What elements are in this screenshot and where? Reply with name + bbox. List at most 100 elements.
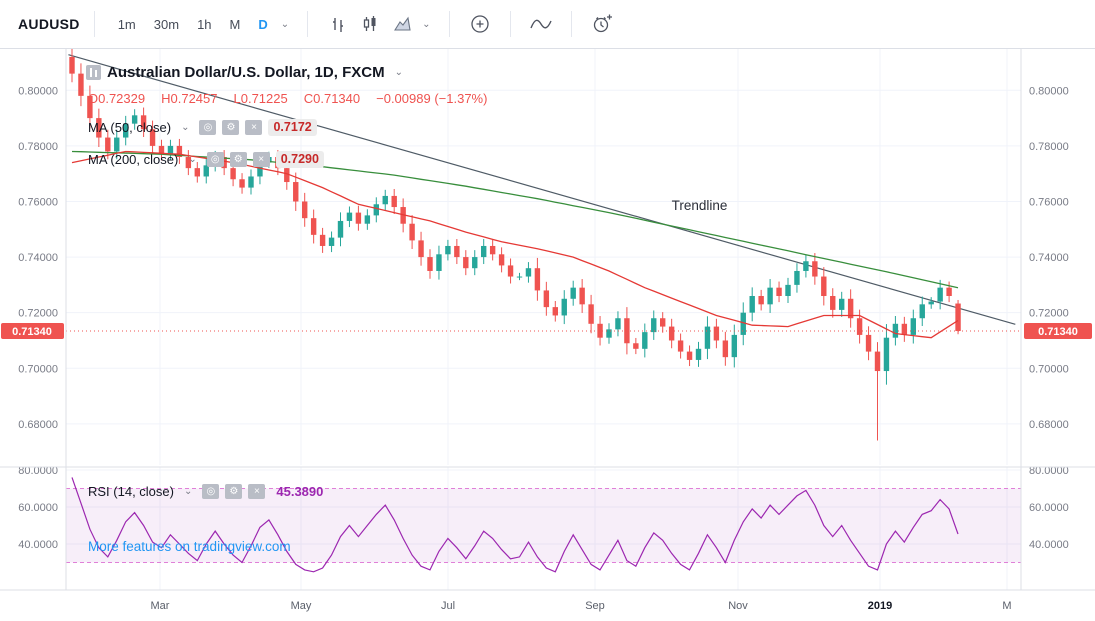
line-tool-button[interactable] (525, 8, 557, 40)
ma200-legend-row: MA (200, close) ⌄ ◎ ⚙ × 0.7290 (88, 151, 324, 168)
candle-body (418, 240, 424, 258)
time-axis-label: Jul (441, 600, 455, 612)
candle-body (364, 215, 371, 224)
candle-body (767, 287, 773, 305)
watermark-link[interactable]: More features on tradingview.com (88, 539, 291, 554)
candle-body (516, 276, 523, 278)
interval-button-30m[interactable]: 30m (153, 16, 180, 32)
alert-button[interactable] (586, 8, 618, 40)
candle-body (856, 318, 863, 335)
candle-body (149, 129, 156, 146)
ma200-close-icon[interactable]: × (252, 152, 270, 167)
candle-body (507, 265, 514, 277)
last-price-badge-right-label: 0.71340 (1038, 326, 1078, 338)
rsi-close-icon[interactable]: × (248, 484, 266, 499)
candle-body (328, 237, 335, 246)
compare-button[interactable] (464, 8, 496, 40)
candle-body (695, 348, 702, 360)
candle-body (123, 123, 129, 138)
candle-body (651, 318, 657, 333)
candle-body (543, 290, 550, 308)
candle-body (230, 168, 236, 180)
candle-body (489, 245, 496, 255)
close-value: C0.71340 (303, 91, 361, 106)
candle-body (865, 334, 872, 352)
candle-body (785, 284, 791, 296)
ma50-label: MA (50, close) (88, 120, 172, 135)
candle-body (445, 245, 451, 255)
candle-body (310, 218, 317, 235)
candle-body (570, 287, 576, 299)
series-legend-row[interactable]: Australian Dollar/U.S. Dollar, 1D, FXCM … (86, 64, 407, 81)
rsi-chevron-down-icon[interactable]: ⌄ (183, 486, 193, 497)
symbol-name[interactable]: AUDUSD (18, 16, 80, 32)
candle-body (892, 323, 899, 338)
candle-body (910, 318, 916, 335)
candle-body (731, 334, 737, 358)
price-axis-label-left: 0.74000 (18, 252, 58, 264)
interval-button-D[interactable]: D (258, 16, 268, 32)
bars-style-button[interactable] (322, 8, 354, 40)
compare-plus-icon (470, 15, 489, 33)
ma50-gear-icon[interactable]: ⚙ (222, 120, 240, 135)
candle-body (776, 287, 782, 296)
ma50-chevron-down-icon[interactable]: ⌄ (181, 122, 190, 133)
candle-body (606, 329, 612, 338)
price-axis-label-right: 0.76000 (1029, 196, 1069, 208)
candle-body (686, 351, 693, 360)
time-axis-label: May (291, 600, 312, 612)
candle-body (382, 195, 388, 205)
open-value: O0.72329 (88, 91, 146, 106)
price-axis-label-left: 0.68000 (18, 419, 58, 431)
candle-body (874, 351, 881, 372)
series-icon[interactable] (86, 65, 101, 80)
chart-canvas[interactable]: Trendline 0.71340 0.71340 0.80000 0.80000 0.7… (0, 48, 1095, 621)
interval-button-1h[interactable]: 1h (197, 16, 212, 32)
interval-button-M[interactable]: M (229, 16, 241, 32)
ma50-close-icon[interactable]: × (245, 120, 263, 135)
candle-body (427, 257, 433, 271)
candle-body (105, 137, 111, 152)
rsi-eye-icon[interactable]: ◎ (202, 484, 220, 499)
interval-chevron-down-icon[interactable]: ⌄ (280, 18, 290, 30)
ma200-label: MA (200, close) (88, 152, 179, 167)
candle-body (561, 298, 567, 316)
candle-body (668, 326, 675, 341)
toolbar-separator (307, 11, 309, 37)
interval-button-1m[interactable]: 1m (117, 16, 136, 32)
candle-body (758, 295, 764, 305)
candle-body (830, 295, 836, 310)
price-axis-label-right: 0.72000 (1029, 308, 1069, 320)
candles-style-button[interactable] (354, 8, 386, 40)
high-value: H0.72457 (161, 91, 218, 106)
price-axis-label-left: 0.80000 (18, 85, 58, 97)
rsi-gear-icon[interactable]: ⚙ (225, 484, 243, 499)
candle-body (472, 257, 478, 269)
price-axis-label-left: 0.78000 (18, 141, 58, 153)
top-toolbar: AUDUSD 1m 30m 1h M D ⌄ ⌄ (0, 0, 1095, 48)
ma200-eye-icon[interactable]: ◎ (206, 152, 224, 167)
wave-line-icon (529, 19, 552, 29)
candle-body (131, 115, 138, 124)
low-value: L0.71225 (233, 91, 288, 106)
area-style-button[interactable] (386, 8, 418, 40)
candle-body (203, 165, 209, 177)
candle-body (302, 201, 308, 219)
candle-body (436, 254, 442, 271)
price-axis-label-left: 0.76000 (18, 196, 58, 208)
candle-body (293, 182, 299, 202)
trendline[interactable] (68, 54, 1016, 325)
ma200-gear-icon[interactable]: ⚙ (229, 152, 247, 167)
rsi-axis-label-left: 40.0000 (18, 539, 58, 551)
title-chevron-down-icon[interactable]: ⌄ (394, 67, 403, 78)
chart-title[interactable]: Australian Dollar/U.S. Dollar, 1D, FXCM (107, 64, 385, 81)
candle-body (248, 176, 254, 188)
candle-body (713, 326, 720, 341)
style-chevron-down-icon[interactable]: ⌄ (422, 18, 431, 30)
ma200-chevron-down-icon[interactable]: ⌄ (188, 154, 197, 165)
candle-body (677, 340, 684, 352)
candle-body (78, 73, 84, 96)
price-axis-label-right: 0.78000 (1029, 141, 1069, 153)
ma50-eye-icon[interactable]: ◎ (199, 120, 217, 135)
